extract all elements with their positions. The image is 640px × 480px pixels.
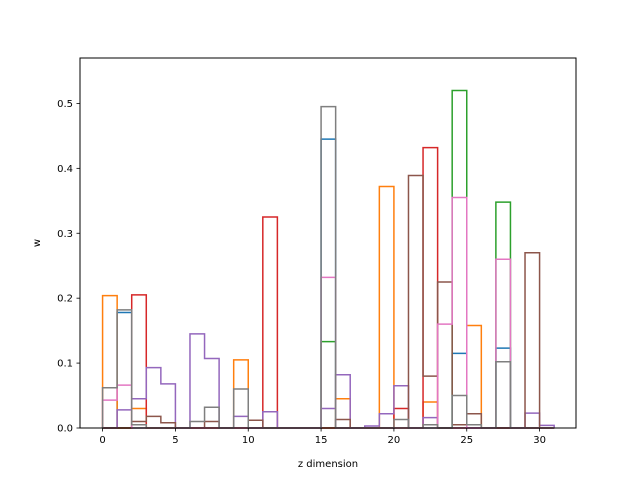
x-axis-label: z dimension <box>298 459 358 470</box>
y-tick-label: 0.2 <box>57 294 73 305</box>
x-tick-label: 5 <box>172 435 178 446</box>
x-tick-label: 0 <box>99 435 105 446</box>
y-tick-label: 0.5 <box>57 99 73 110</box>
y-tick-label: 0.1 <box>57 359 73 370</box>
x-tick-label: 15 <box>315 435 328 446</box>
x-tick-label: 10 <box>242 435 255 446</box>
y-axis: 0.0 0.1 0.2 0.3 0.4 0.5 <box>57 99 80 435</box>
y-axis-label: w <box>32 239 43 247</box>
x-tick-label: 25 <box>460 435 473 446</box>
x-axis: 0 5 10 15 20 25 30 <box>99 428 546 446</box>
y-tick-label: 0.4 <box>57 164 73 175</box>
y-tick-label: 0.3 <box>57 229 73 240</box>
x-tick-label: 20 <box>388 435 401 446</box>
x-tick-label: 30 <box>533 435 546 446</box>
plot-frame <box>79 57 577 429</box>
y-tick-label: 0.0 <box>57 424 73 435</box>
